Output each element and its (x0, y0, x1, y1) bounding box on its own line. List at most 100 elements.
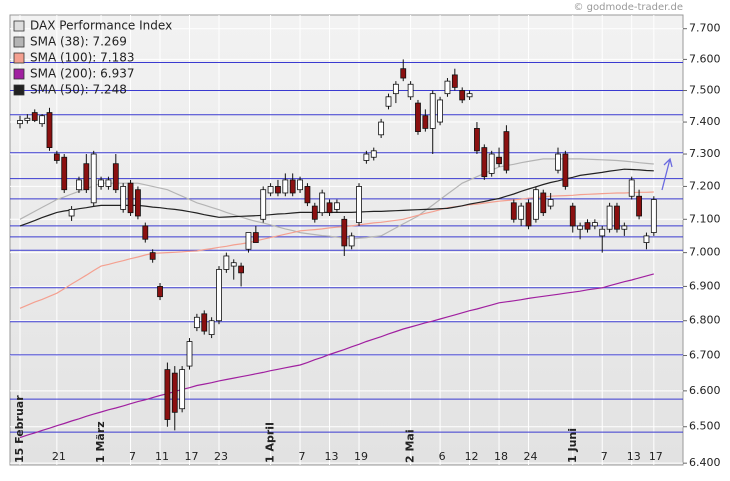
candle-body (444, 80, 451, 95)
x-tick-label: 11 (155, 450, 169, 463)
candle-body (356, 186, 362, 224)
legend-swatch (13, 20, 25, 32)
candle-body (599, 228, 606, 237)
candle-body (429, 93, 436, 129)
legend-label: SMA (50): 7.248 (30, 83, 127, 97)
candle-body (223, 255, 230, 270)
candle-body (466, 93, 473, 98)
candle-body (61, 156, 68, 191)
candle-body (112, 163, 119, 191)
y-tick-label: 7.700 (689, 22, 721, 35)
candle-body (533, 189, 539, 220)
candle-body (341, 218, 348, 247)
candle-body (216, 269, 222, 322)
candle-body (31, 112, 38, 121)
y-tick-label: 7.600 (689, 52, 721, 65)
candle-body (348, 235, 355, 247)
sma-line (19, 273, 654, 439)
candle-body (459, 90, 466, 101)
y-tick-label: 6.900 (689, 279, 721, 292)
x-tick-label: 2 Mai (404, 429, 417, 463)
candle-body (149, 252, 156, 260)
x-tick-label: 1 März (94, 421, 107, 463)
candle-body (481, 147, 488, 178)
candle-body (260, 189, 267, 220)
candle-body (179, 369, 186, 410)
candle-body (370, 150, 377, 158)
candle-body (621, 225, 628, 230)
candle-body (400, 68, 407, 79)
candle-body (53, 153, 60, 161)
candle-body (650, 199, 657, 233)
candle-body (105, 179, 112, 187)
x-tick-label: 6 (439, 450, 446, 463)
candle-body (304, 186, 311, 204)
x-tick-label: 7 (129, 450, 136, 463)
candle-body (17, 120, 23, 125)
candle-body (245, 232, 252, 250)
x-tick-label: 18 (494, 450, 508, 463)
candle-body (98, 179, 104, 187)
candle-body (525, 202, 532, 227)
candle-body (628, 179, 635, 197)
x-tick-label: 23 (214, 450, 228, 463)
legend-label: DAX Performance Index (30, 19, 172, 33)
y-tick-label: 7.100 (689, 212, 721, 225)
candle-body (378, 121, 385, 136)
candle-body (488, 153, 495, 174)
y-tick-label: 7.000 (689, 246, 721, 259)
y-tick-label: 6.700 (689, 349, 721, 362)
candle-body (606, 205, 613, 230)
candle-body (385, 96, 392, 107)
legend-label: SMA (38): 7.269 (30, 35, 127, 49)
legend-label: SMA (200): 6.937 (30, 67, 134, 81)
x-tick-label: 1 April (264, 422, 277, 463)
legend-swatch (13, 84, 25, 96)
legend-label: SMA (100): 7.183 (30, 51, 134, 65)
candle-body (24, 117, 31, 121)
candle-body (614, 205, 620, 230)
x-tick-label: 17 (649, 450, 663, 463)
candle-body (142, 225, 149, 240)
candle-body (422, 115, 429, 129)
y-tick-label: 7.300 (689, 147, 721, 160)
y-tick-label: 6.800 (689, 314, 721, 327)
candle-body (39, 115, 46, 125)
candle-body (547, 199, 554, 207)
candle-body (311, 205, 318, 220)
candle-body (275, 186, 281, 194)
candle-body (90, 153, 97, 204)
x-tick-label: 7 (299, 450, 306, 463)
candle-body (584, 222, 591, 230)
sma-line (19, 158, 654, 240)
x-tick-label: 15 Februar (13, 395, 26, 463)
candle-body (193, 316, 200, 329)
candle-body (577, 225, 584, 230)
legend-swatch (13, 36, 25, 48)
candle-body (289, 179, 296, 194)
x-tick-label: 21 (52, 450, 66, 463)
candle-body (208, 320, 215, 335)
candle-body (267, 186, 274, 194)
candle-body (643, 235, 650, 243)
candle-body (46, 112, 53, 148)
candle-body (591, 222, 598, 227)
candle-body (437, 99, 443, 123)
legend-swatch (13, 52, 25, 64)
candle-body (510, 202, 517, 220)
candle-body (319, 192, 326, 214)
x-tick-label: 19 (354, 450, 368, 463)
source: © godmode-trader.de (574, 2, 684, 13)
candle-body (636, 195, 642, 217)
candle-body (334, 202, 340, 210)
candle-body (503, 131, 510, 171)
y-tick-label: 7.400 (689, 115, 721, 128)
candle-body (135, 189, 141, 217)
candle-body (186, 341, 193, 367)
candle-body (83, 163, 90, 191)
candle-body (326, 202, 333, 214)
candle-body (282, 179, 289, 194)
x-tick-label: 1 Juni (566, 428, 579, 463)
legend-swatch (13, 68, 25, 80)
